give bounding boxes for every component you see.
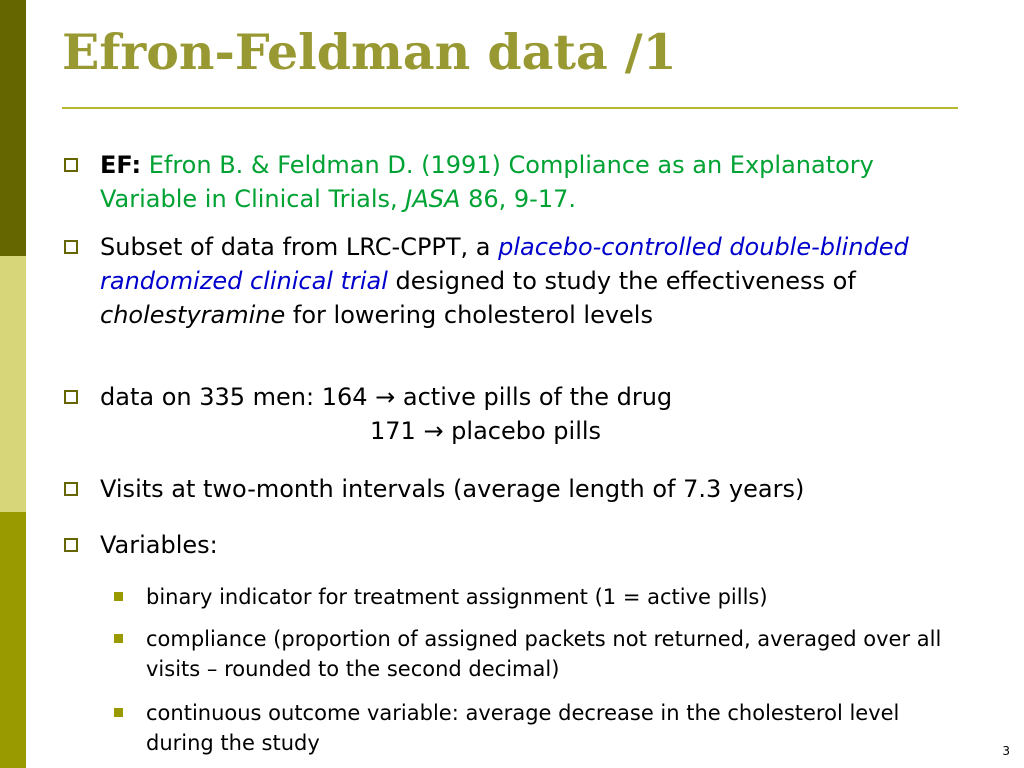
variables-heading: Variables: xyxy=(100,531,218,559)
variable-item-treatment: binary indicator for treatment assignmen… xyxy=(114,582,966,612)
hollow-square-bullet-icon xyxy=(64,390,78,404)
sidebar-segment-light xyxy=(0,256,26,512)
citation-volume: 86, 9-17. xyxy=(468,185,576,213)
page-number: 3 xyxy=(1002,744,1010,758)
bullet-sample-size: data on 335 men: 164 → active pills of t… xyxy=(64,380,970,448)
filled-square-bullet-icon xyxy=(114,592,123,601)
visits-text: Visits at two-month intervals (average l… xyxy=(100,475,805,503)
sample-placebo-line: 171 → placebo pills xyxy=(370,417,602,445)
citation-text: Efron B. & Feldman D. (1991) Compliance … xyxy=(100,151,874,213)
journal-name: JASA xyxy=(405,185,461,213)
hollow-square-bullet-icon xyxy=(64,538,78,552)
variable-item-compliance: compliance (proportion of assigned packe… xyxy=(114,624,966,684)
hollow-square-bullet-icon xyxy=(64,158,78,172)
subset-text-end: for lowering cholesterol levels xyxy=(292,301,653,329)
sidebar-segment-dark xyxy=(0,0,26,256)
bullet-subset-description: Subset of data from LRC-CPPT, a placebo-… xyxy=(64,230,970,332)
ef-label: EF: xyxy=(100,151,142,179)
filled-square-bullet-icon xyxy=(114,708,123,717)
sidebar-segment-mid xyxy=(0,512,26,768)
bullet-variables: Variables: xyxy=(64,528,970,562)
variable-item-text: continuous outcome variable: average dec… xyxy=(146,701,900,755)
bullet-visits: Visits at two-month intervals (average l… xyxy=(64,472,970,506)
sidebar-decoration xyxy=(0,0,26,768)
title-divider xyxy=(62,107,958,109)
filled-square-bullet-icon xyxy=(114,634,123,643)
trial-design-emphasis: placebo-controlled double-blinded random… xyxy=(100,233,909,295)
variable-item-text: compliance (proportion of assigned packe… xyxy=(146,627,942,681)
hollow-square-bullet-icon xyxy=(64,482,78,496)
hollow-square-bullet-icon xyxy=(64,240,78,254)
variable-item-text: binary indicator for treatment assignmen… xyxy=(146,585,768,609)
slide-title: Efron-Feldman data /1 xyxy=(62,23,677,81)
variable-item-outcome: continuous outcome variable: average dec… xyxy=(114,698,966,758)
drug-name: cholestyramine xyxy=(100,301,286,329)
bullet-ef-reference: EF: Efron B. & Feldman D. (1991) Complia… xyxy=(64,148,970,216)
subset-text-middle: designed to study the effectiveness of xyxy=(395,267,856,295)
subset-text-intro: Subset of data from LRC-CPPT, a xyxy=(100,233,491,261)
sample-active-line: data on 335 men: 164 → active pills of t… xyxy=(100,383,673,411)
